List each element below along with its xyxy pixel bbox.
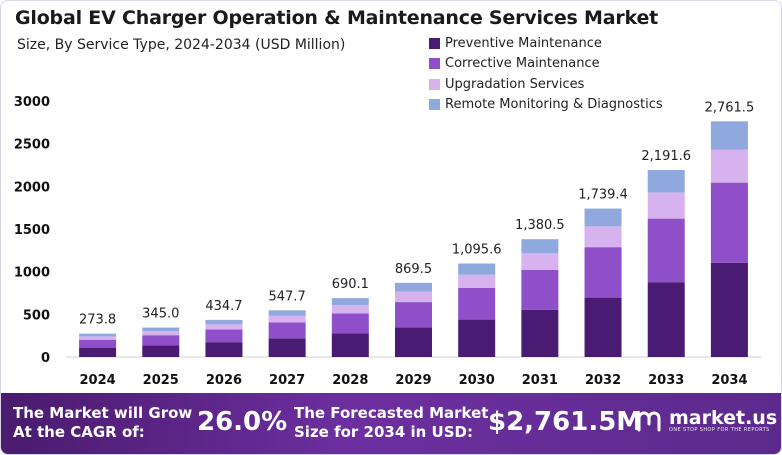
bar-segment-upgradation-services (584, 226, 622, 248)
market-us-logo: market.us ONE STOP SHOP FOR THE REPORTS (637, 409, 777, 433)
bar-segment-corrective-maintenance (584, 247, 622, 298)
bar-segment-remote-monitoring-diagnostics (79, 333, 117, 337)
bar-segment-preventive-maintenance (331, 333, 369, 357)
y-tick-label: 1000 (14, 266, 50, 281)
cagr-value: 26.0% (197, 407, 288, 437)
legend-swatch-remote (429, 99, 440, 111)
bar-segment-remote-monitoring-diagnostics (710, 121, 748, 150)
legend-item-remote: Remote Monitoring & Diagnostics (429, 95, 663, 116)
legend-label-preventive: Preventive Maintenance (445, 35, 602, 51)
bar-segment-upgradation-services (395, 291, 432, 303)
x-tick-label: 2024 (79, 373, 115, 388)
bar-total-label: 2,191.6 (641, 149, 691, 164)
bar-segment-corrective-maintenance (710, 182, 748, 263)
cagr-label: The Market will Grow At the CAGR of: (13, 404, 193, 441)
x-tick-label: 2032 (585, 373, 621, 388)
bar-segment-corrective-maintenance (458, 287, 496, 320)
legend-swatch-upgradation (429, 78, 440, 90)
bar-segment-preventive-maintenance (521, 309, 559, 357)
y-tick-label: 2500 (14, 138, 50, 153)
bar-segment-preventive-maintenance (647, 282, 685, 357)
x-tick-label: 2031 (522, 373, 558, 388)
bar-segment-preventive-maintenance (79, 347, 117, 357)
y-tick-label: 1500 (14, 223, 50, 238)
bar-segment-remote-monitoring-diagnostics (521, 239, 559, 254)
logo-tagline: ONE STOP SHOP FOR THE REPORTS (669, 427, 770, 433)
legend-swatch-preventive (429, 37, 440, 49)
bar-segment-corrective-maintenance (521, 269, 559, 310)
bar-total-label: 1,739.4 (578, 188, 628, 203)
bar-segment-remote-monitoring-diagnostics (395, 282, 432, 292)
bar-segment-preventive-maintenance (584, 297, 622, 357)
bar-total-label: 869.5 (395, 262, 432, 277)
legend-label-corrective: Corrective Maintenance (445, 56, 600, 72)
legend-item-corrective: Corrective Maintenance (429, 54, 663, 75)
chart-title: Global EV Charger Operation & Maintenanc… (15, 7, 659, 29)
bar-total-label: 345.0 (142, 307, 179, 322)
bar-segment-remote-monitoring-diagnostics (647, 169, 685, 193)
x-tick-label: 2025 (143, 373, 179, 388)
logo-text: market.us (669, 407, 778, 429)
bar-segment-upgradation-services (331, 305, 369, 314)
bar-segment-remote-monitoring-diagnostics (331, 298, 369, 306)
forecast-label: The Forecasted Market Size for 2034 in U… (294, 404, 489, 441)
bar-segment-remote-monitoring-diagnostics (142, 327, 180, 332)
bar-total-label: 273.8 (79, 313, 116, 328)
bar-segment-corrective-maintenance (331, 313, 369, 334)
bar-total-label: 2,761.5 (705, 100, 755, 115)
x-tick-label: 2027 (269, 373, 305, 388)
forecast-value: $2,761.5M (488, 407, 643, 437)
bar-segment-upgradation-services (268, 315, 306, 323)
bar-segment-preventive-maintenance (205, 342, 243, 357)
y-tick-label: 500 (23, 308, 50, 323)
y-tick-label: 0 (41, 351, 50, 366)
legend-label-remote: Remote Monitoring & Diagnostics (445, 97, 663, 113)
bar-segment-remote-monitoring-diagnostics (268, 310, 306, 316)
x-tick-label: 2028 (332, 373, 368, 388)
legend-swatch-corrective (429, 58, 440, 70)
chart-subtitle: Size, By Service Type, 2024-2034 (USD Mi… (17, 37, 346, 53)
footer-banner: The Market will Grow At the CAGR of: 26.… (1, 393, 781, 454)
x-tick-label: 2033 (648, 373, 684, 388)
x-tick-label: 2026 (206, 373, 242, 388)
bar-segment-preventive-maintenance (142, 345, 180, 357)
bar-segment-corrective-maintenance (647, 218, 685, 283)
bar-segment-preventive-maintenance (268, 338, 306, 357)
bar-segment-upgradation-services (710, 149, 748, 183)
bar-segment-corrective-maintenance (205, 329, 243, 343)
bar-segment-upgradation-services (205, 324, 243, 330)
bar-segment-corrective-maintenance (395, 302, 432, 328)
market-us-logo-icon (637, 411, 661, 432)
bar-segment-corrective-maintenance (142, 335, 180, 346)
y-tick-label: 2000 (14, 180, 50, 195)
bar-segment-corrective-maintenance (268, 322, 306, 339)
bar-total-label: 1,095.6 (452, 243, 502, 258)
bar-segment-upgradation-services (647, 192, 685, 219)
bar-segment-preventive-maintenance (458, 319, 496, 357)
legend: Preventive Maintenance Corrective Mainte… (429, 33, 663, 115)
legend-item-preventive: Preventive Maintenance (429, 33, 663, 54)
bar-segment-upgradation-services (521, 253, 559, 270)
bar-chart: 0 500 1000 1500 2000 2500 3000 273.8 2024 345.0 20… (14, 95, 761, 388)
x-tick-label: 2030 (459, 373, 495, 388)
bar-segment-remote-monitoring-diagnostics (205, 319, 243, 325)
bar-segment-upgradation-services (458, 274, 496, 288)
bar-total-label: 547.7 (269, 289, 306, 304)
legend-item-upgradation: Upgradation Services (429, 74, 663, 95)
bar-total-label: 1,380.5 (515, 218, 565, 233)
x-tick-label: 2029 (395, 373, 431, 388)
bar-segment-remote-monitoring-diagnostics (584, 208, 622, 227)
bar-total-label: 690.1 (332, 277, 369, 292)
bar-segment-preventive-maintenance (710, 262, 748, 357)
bar-segment-upgradation-services (142, 331, 180, 336)
y-tick-label: 3000 (14, 95, 50, 110)
x-tick-label: 2034 (711, 373, 747, 388)
bar-total-label: 434.7 (205, 299, 242, 314)
legend-label-upgradation: Upgradation Services (445, 76, 585, 92)
bar-segment-corrective-maintenance (79, 339, 117, 348)
bar-segment-preventive-maintenance (395, 327, 432, 357)
bar-segment-upgradation-services (79, 336, 117, 340)
bar-segment-remote-monitoring-diagnostics (458, 263, 496, 275)
